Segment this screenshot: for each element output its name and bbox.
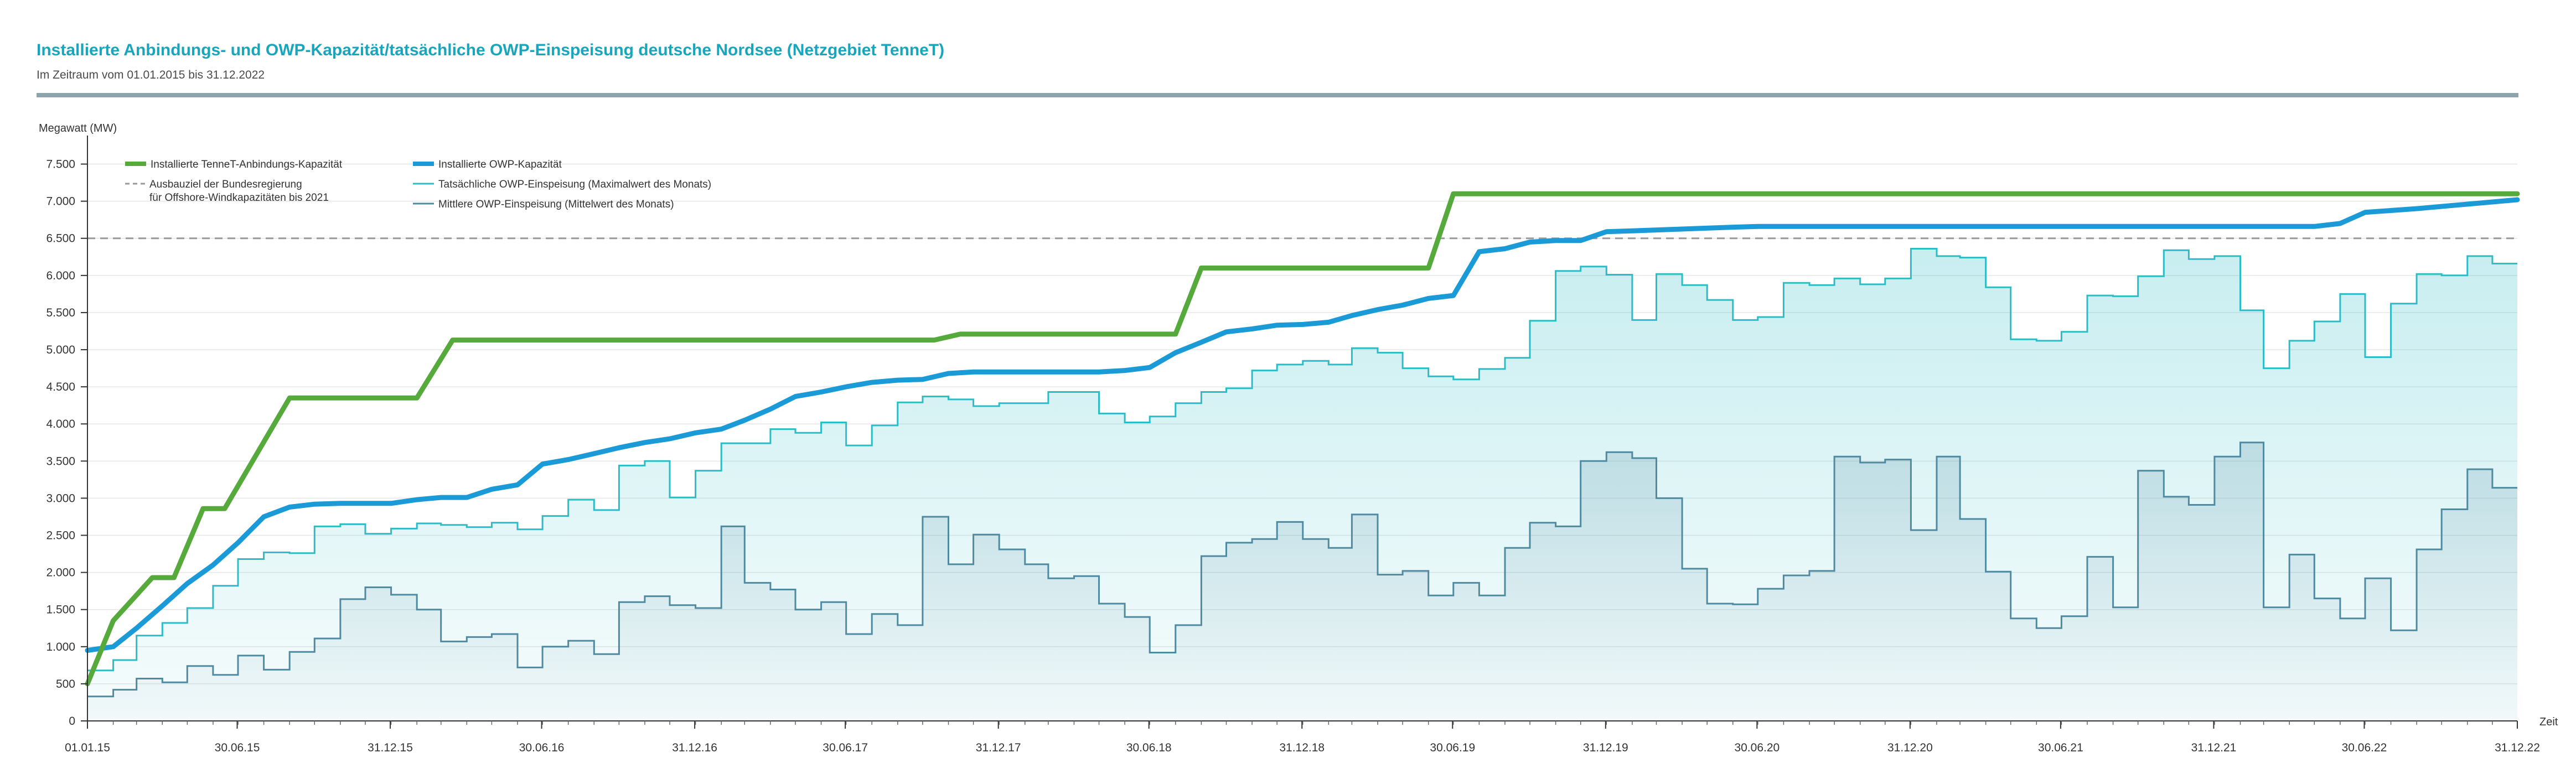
y-tick-label: 3.000 [46, 492, 75, 505]
x-tick-label: 31.12.17 [976, 741, 1021, 754]
x-tick-label: 31.12.16 [672, 741, 717, 754]
einspeisung-mittel-line [87, 442, 2517, 698]
x-tick-label: 31.12.21 [2191, 741, 2237, 754]
y-tick-label: 2.500 [46, 529, 75, 542]
legend-ausbauziel-label: Ausbauziel der Bundesregierung [149, 179, 302, 190]
y-tick-label: 6.000 [46, 269, 75, 282]
legend-einspeisung-max-label: Tatsächliche OWP-Einspeisung (Maximalwer… [438, 179, 711, 190]
chart-title: Installierte Anbindungs- und OWP-Kapazit… [37, 41, 945, 59]
einspeisung-mittel-area [87, 442, 2517, 721]
y-tick-label: 6.500 [46, 232, 75, 245]
x-tick-label: 31.12.22 [2495, 741, 2540, 754]
einspeisung-max-line [87, 248, 2517, 672]
y-tick-label: 1.500 [46, 604, 75, 616]
anbindung-capacity-line [85, 191, 2520, 687]
y-tick-label: 1.000 [46, 641, 75, 653]
x-tick-label: 31.12.18 [1279, 741, 1325, 754]
x-tick-label: 30.06.21 [2038, 741, 2083, 754]
chart-subtitle: Im Zeitraum vom 01.01.2015 bis 31.12.202… [37, 69, 265, 81]
x-tick-label: 30.06.20 [1734, 741, 1780, 754]
y-tick-label: 5.500 [46, 307, 75, 319]
x-tick-label: 30.06.15 [215, 741, 260, 754]
x-tick-label: 01.01.15 [65, 741, 110, 754]
x-tick-label: 31.12.20 [1887, 741, 1933, 754]
x-tick-label: 31.12.15 [368, 741, 413, 754]
y-axis-label: Megawatt (MW) [39, 122, 117, 134]
x-tick-label: 30.06.17 [823, 741, 868, 754]
y-tick-label: 7.500 [46, 158, 75, 171]
x-tick-label: 30.06.19 [1430, 741, 1475, 754]
y-tick-label: 4.000 [46, 418, 75, 430]
legend-owp-capacity-label: Installierte OWP-Kapazität [438, 159, 562, 170]
legend-anbindung-label: Installierte TenneT-Anbindungs-Kapazität [151, 159, 343, 170]
y-tick-label: 2.000 [46, 567, 75, 579]
y-tick-label: 4.500 [46, 381, 75, 393]
x-tick-label: 30.06.16 [519, 741, 565, 754]
y-tick-label: 7.000 [46, 195, 75, 208]
legend-einspeisung-mittel-label: Mittlere OWP-Einspeisung (Mittelwert des… [438, 199, 674, 210]
y-tick-label: 3.500 [46, 455, 75, 468]
y-tick-label: 500 [56, 678, 75, 690]
x-tick-label: 30.06.22 [2342, 741, 2387, 754]
x-tick-label: 30.06.18 [1126, 741, 1172, 754]
x-tick-label: 31.12.19 [1583, 741, 1628, 754]
chart-legend: Installierte TenneT-Anbindungs-Kapazität… [125, 159, 711, 210]
y-tick-label: 0 [69, 715, 75, 728]
legend-ausbauziel-label-line2: für Offshore-Windkapazitäten bis 2021 [149, 192, 329, 204]
x-axis-label: Zeit [2539, 716, 2558, 728]
y-tick-label: 5.000 [46, 344, 75, 356]
owp-capacity-line [85, 197, 2520, 653]
